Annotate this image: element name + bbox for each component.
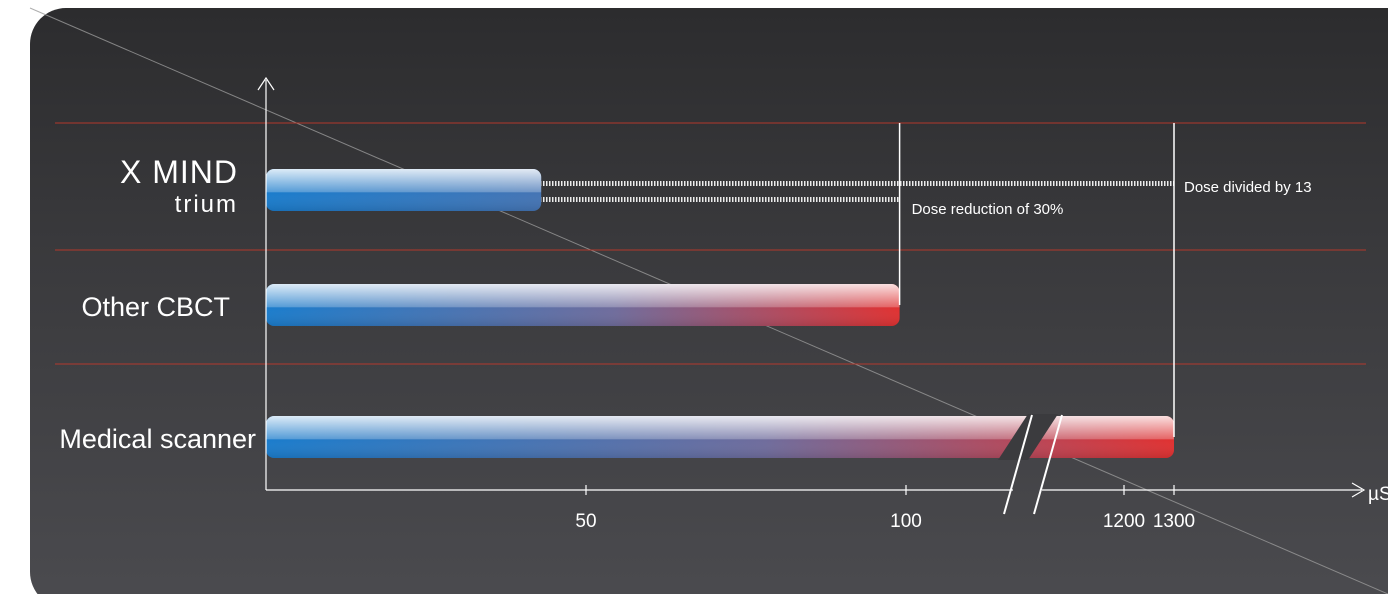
annotation-dose-divided: Dose divided by 13 [1184, 179, 1312, 196]
bar-medical-scanner [266, 414, 1174, 460]
annotation-dotted-line [541, 181, 1174, 186]
x-axis-unit-label: µSv [1368, 484, 1388, 505]
category-label-other-cbct: Other CBCT [81, 292, 230, 322]
x-tick-label: 1300 [1153, 511, 1195, 532]
category-label-logo-sub: trium [175, 191, 238, 218]
x-tick-label: 100 [890, 511, 922, 532]
bar-break-gap [998, 414, 1058, 460]
x-tick-label: 50 [575, 511, 596, 532]
axis-break-slash-left [1003, 414, 1033, 515]
annotation-dotted-line [541, 197, 900, 202]
bar-highlight [266, 169, 542, 211]
x-tick-label: 1200 [1103, 511, 1145, 532]
bar-highlight [266, 416, 1174, 458]
bar-highlight [266, 284, 900, 326]
bar-xmind-trium [266, 169, 542, 211]
x-axis-arrow [1351, 482, 1366, 498]
y-axis-arrow [257, 76, 275, 91]
bar-other-cbct [266, 284, 900, 326]
category-label-logo-main: X MIND [120, 154, 238, 190]
annotation-dose-reduction: Dose reduction of 30% [912, 201, 1064, 218]
axis-break-slash-right [1033, 414, 1063, 515]
category-label-medical-scanner: Medical scanner [59, 424, 256, 454]
